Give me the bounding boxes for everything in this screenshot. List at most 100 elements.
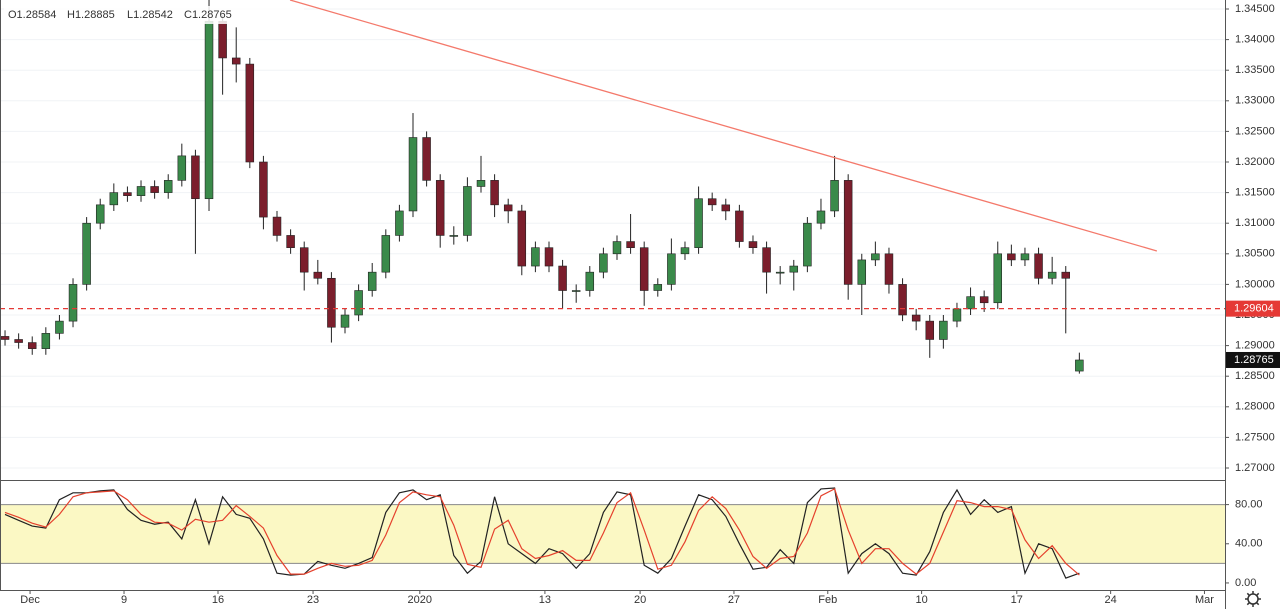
- stochastic-line: [4, 487, 1080, 579]
- candle-body: [843, 180, 853, 285]
- y-tick-label: 1.34000: [1235, 34, 1275, 46]
- candle-body: [435, 180, 445, 236]
- candle-body: [952, 308, 962, 322]
- x-tick-label: Mar: [1195, 594, 1214, 606]
- candle-body: [1020, 253, 1030, 261]
- x-tick-label: 9: [121, 594, 127, 606]
- candle-body: [381, 235, 391, 273]
- candle-body: [123, 192, 132, 196]
- candle-body: [41, 333, 51, 349]
- candle-body: [95, 204, 105, 224]
- candle-body: [898, 284, 907, 316]
- legend-bg: [4, 6, 304, 24]
- candle-body: [177, 155, 187, 181]
- candle-body: [626, 241, 635, 248]
- y-tick-label: 80.00: [1235, 499, 1263, 511]
- candle-body: [286, 235, 295, 248]
- candle-body: [939, 320, 948, 340]
- candle-body: [735, 210, 744, 242]
- candle-body: [313, 271, 323, 279]
- candle-body: [259, 161, 268, 218]
- candle-body: [544, 247, 554, 267]
- stochastic-pane: [0, 487, 1225, 579]
- candle-body: [979, 296, 989, 304]
- candle-body: [1075, 359, 1084, 372]
- x-tick-label: 17: [1011, 594, 1023, 606]
- candle-body: [150, 186, 159, 193]
- candle-body: [408, 137, 418, 212]
- candle-body: [653, 284, 663, 291]
- candle-body: [558, 265, 567, 291]
- candle-body: [789, 265, 799, 273]
- candle-body: [966, 296, 975, 310]
- candle-body: [748, 241, 758, 248]
- axes: 1.34500 1.34000 1.33500 1.33000 1.32500 1.320…: [20, 3, 1280, 606]
- candle-body: [517, 210, 527, 267]
- candle-body: [680, 247, 690, 255]
- candle-body: [585, 271, 595, 291]
- settings-icon[interactable]: [1245, 591, 1261, 607]
- candle-body: [463, 186, 472, 236]
- x-tick-label: 27: [728, 594, 740, 606]
- candle-body: [340, 314, 350, 328]
- candle-body: [911, 314, 921, 322]
- candle-body: [422, 137, 431, 181]
- candle-body: [721, 204, 731, 212]
- x-tick-label: 10: [915, 594, 927, 606]
- last-price-bg: [1226, 351, 1280, 368]
- candle-body: [762, 247, 771, 273]
- candle-body: [612, 241, 622, 255]
- candle-body: [14, 339, 23, 343]
- y-tick-label: 1.30000: [1235, 278, 1275, 290]
- candle-body: [707, 198, 717, 206]
- candle-body: [857, 259, 867, 285]
- candle-body: [82, 222, 91, 285]
- ohlc-low: L1.28542: [127, 9, 173, 21]
- candle-body: [531, 247, 540, 267]
- candle-body: [55, 320, 64, 334]
- candle-body: [599, 253, 608, 273]
- candle-body: [327, 277, 336, 328]
- candle-body: [571, 290, 581, 292]
- candle-body: [191, 155, 200, 200]
- y-tick-label: 1.31000: [1235, 217, 1275, 229]
- stochastic-line: [4, 488, 1080, 576]
- last-price-label: 1.28765: [1234, 354, 1274, 366]
- candle-body: [163, 180, 173, 193]
- price-pane: [0, 0, 1225, 469]
- candle-body: [109, 192, 119, 206]
- y-tick-label: 1.34500: [1235, 3, 1275, 15]
- y-tick-label: 0.00: [1235, 577, 1256, 589]
- x-tick-label: 2020: [408, 594, 432, 606]
- candle-body: [245, 63, 255, 163]
- candle-body: [136, 186, 146, 196]
- ohlc-open: O1.28584: [8, 9, 56, 21]
- candle-body: [639, 247, 649, 291]
- y-tick-label: 1.33000: [1235, 95, 1275, 107]
- candle-body: [993, 253, 1003, 304]
- candle-body: [367, 271, 377, 291]
- y-tick-label: 1.32000: [1235, 156, 1275, 168]
- candle-body: [1034, 253, 1043, 279]
- candle-body: [803, 222, 812, 267]
- candle-body: [871, 253, 880, 261]
- candle-body: [503, 204, 513, 212]
- candle-body: [775, 271, 785, 274]
- x-tick-label: 20: [634, 594, 646, 606]
- y-tick-label: 1.31500: [1235, 187, 1275, 199]
- candle-body: [490, 180, 499, 206]
- candle-body: [1007, 253, 1016, 261]
- candle-body: [476, 180, 486, 187]
- x-tick-label: 23: [307, 594, 319, 606]
- gear-teeth: [1245, 591, 1261, 607]
- candle-body: [68, 284, 78, 322]
- candle-body: [830, 180, 839, 212]
- candle-body: [1047, 271, 1057, 279]
- candle-body: [667, 253, 676, 285]
- candle-body: [816, 210, 826, 224]
- x-tick-label: 13: [539, 594, 551, 606]
- candle-body: [354, 290, 363, 316]
- y-tick-label: 1.33500: [1235, 64, 1275, 76]
